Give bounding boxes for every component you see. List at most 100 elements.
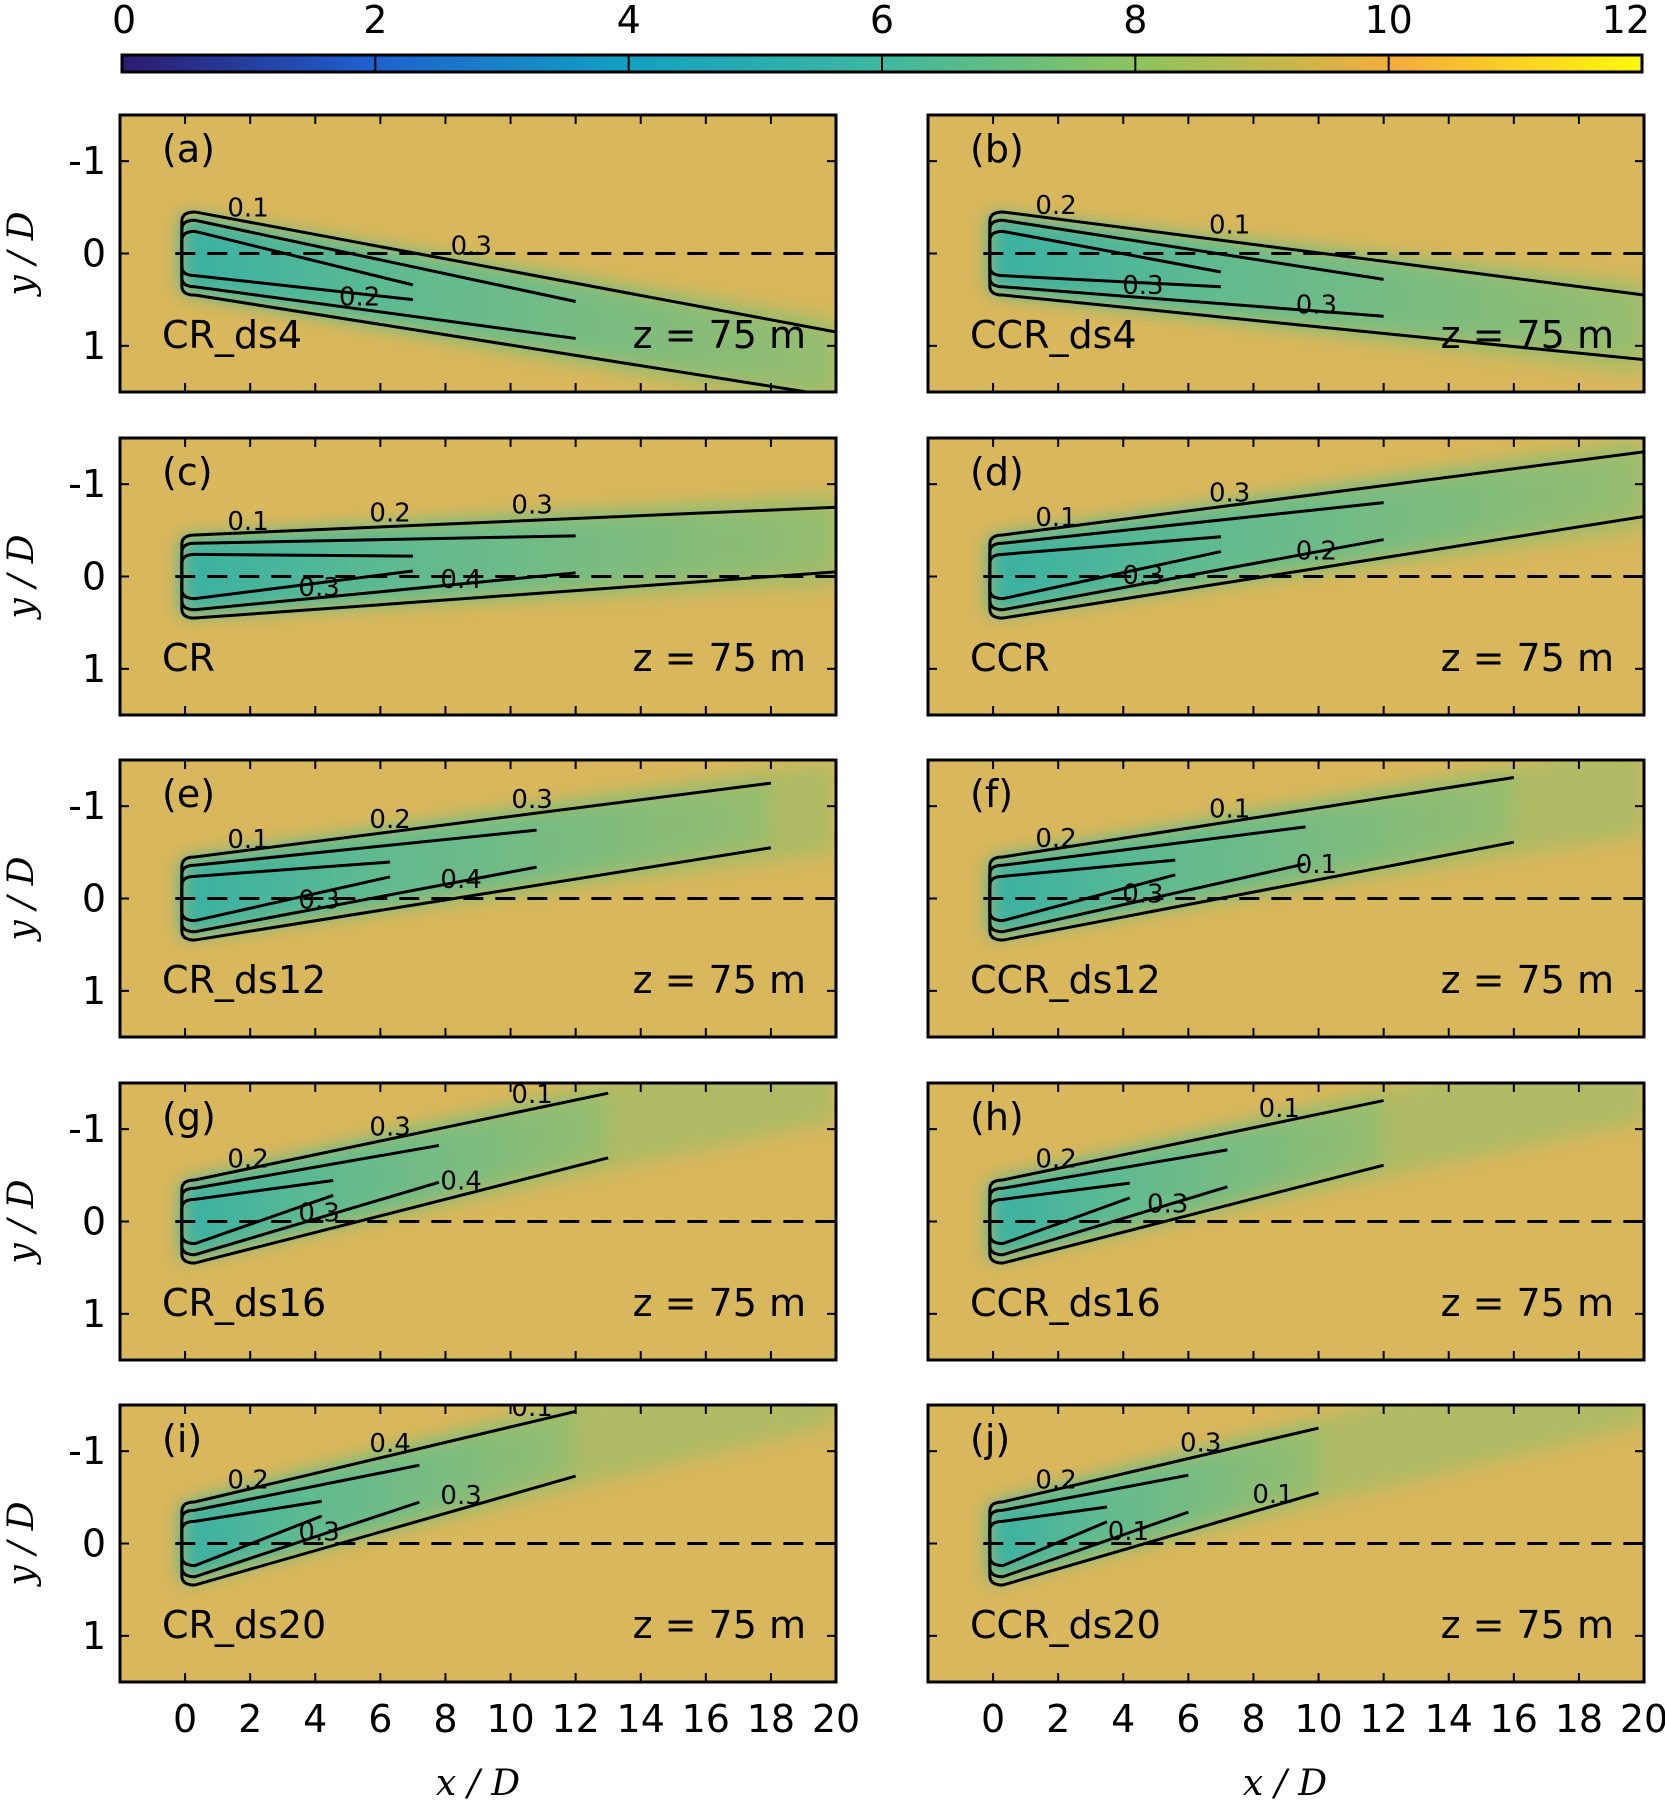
contour-label: 0.1 <box>1209 794 1250 824</box>
case-label: CR_ds4 <box>162 313 302 357</box>
height-label: z = 75 m <box>1441 1281 1614 1325</box>
panel-e: 0.1 0.3 0.2 0.4 0.3 -1 0 1 (e) CR_ds12 z = 75 m <box>68 758 838 1039</box>
near-wake-region <box>181 1408 576 1581</box>
x-tick-label: 2 <box>238 1697 262 1741</box>
contour-label: 0.3 <box>1209 479 1250 509</box>
contour-label: 0.3 <box>298 573 339 603</box>
case-label: CCR_ds4 <box>970 313 1137 357</box>
y-tick-label: 0 <box>82 1200 106 1244</box>
near-wake-region <box>181 1090 609 1259</box>
x-tick-label: 10 <box>486 1697 534 1741</box>
contour-label: 0.3 <box>1122 271 1163 301</box>
y-tick-label: 1 <box>82 1614 106 1658</box>
x-axis-title-right: x / D <box>1243 1763 1327 1803</box>
y-tick-label: 1 <box>82 647 106 691</box>
height-label: z = 75 m <box>633 1281 806 1325</box>
panel-label: (e) <box>162 772 215 816</box>
contour-label: 0.3 <box>1122 561 1163 591</box>
y-axis-title: y / D <box>1 211 42 297</box>
contour-label: 0.2 <box>227 1465 268 1495</box>
y-tick-label: 0 <box>82 877 106 921</box>
x-tick-label: 8 <box>433 1697 457 1741</box>
panel-label: (j) <box>970 1417 1010 1461</box>
colorbar-tick-label: 6 <box>870 0 894 42</box>
contour-label: 0.1 <box>227 193 268 223</box>
x-tick-label: 16 <box>1490 1697 1538 1741</box>
x-tick-label: 12 <box>1359 1697 1407 1741</box>
colorbar: 0 2 4 6 8 10 12 <box>112 0 1650 74</box>
case-label: CR <box>162 636 215 680</box>
contour-label: 0.3 <box>511 491 552 521</box>
x-tick-label: 0 <box>173 1697 197 1741</box>
case-label: CCR_ds20 <box>970 1603 1161 1647</box>
contour-label: 0.4 <box>440 1166 481 1196</box>
panels: 0.10.20.3-101(a)CR_ds4 z = 75 m0.20.30.10… <box>68 113 1665 1741</box>
panel-label: (h) <box>970 1095 1024 1139</box>
x-tick-label: 6 <box>1176 1697 1200 1741</box>
near-wake-region <box>989 774 1514 936</box>
panel-label: (a) <box>162 127 215 171</box>
y-axis-title: y / D <box>1 1501 42 1587</box>
panel-label: (i) <box>162 1417 202 1461</box>
contour-label: 0.1 <box>227 825 268 855</box>
contour-label: 0.3 <box>1180 1428 1221 1458</box>
height-label: z = 75 m <box>633 313 806 357</box>
y-axis-title: y / D <box>1 856 42 942</box>
x-tick-label: 2 <box>1046 1697 1070 1741</box>
panel-c: 0.1 0.3 0.2 0.4 0.3 -1 0 1 (c) CR z = 75 m <box>68 436 838 717</box>
contour-label: 0.2 <box>1035 191 1076 221</box>
colorbar-tick-label: 12 <box>1602 0 1650 42</box>
contour-label: 0.1 <box>227 507 268 537</box>
y-tick-label: -1 <box>68 784 106 828</box>
contour-label: 0.2 <box>339 283 380 313</box>
colorbar-tick-label: 10 <box>1364 0 1412 42</box>
contour-label: 0.1 <box>1259 1094 1300 1124</box>
colorbar-tick-label: 4 <box>617 0 641 42</box>
height-label: z = 75 m <box>1441 1603 1614 1647</box>
contour-label: 0.3 <box>298 1199 339 1229</box>
height-label: z = 75 m <box>633 636 806 680</box>
panel-g: 0.2 0.3 0.3 0.4 0.1 -1 0 1 (g) CR_ds16 z = 75 m <box>68 1080 838 1362</box>
panel-label: (c) <box>162 450 213 494</box>
near-wake-region <box>989 449 1644 614</box>
panel-h: 0.2 0.3 0.1 (h) CCR_ds16 z = 75 m <box>926 1081 1646 1362</box>
contour-label: 0.4 <box>440 865 481 895</box>
case-label: CR_ds20 <box>162 1603 326 1647</box>
case-label: CCR <box>970 636 1049 680</box>
x-tick-label: 20 <box>1620 1697 1665 1741</box>
y-axis-title: y / D <box>1 534 42 620</box>
x-tick-label: 0 <box>981 1697 1005 1741</box>
x-tick-label: 6 <box>368 1697 392 1741</box>
y-tick-label: 0 <box>82 232 106 276</box>
contour-label: 0.3 <box>298 885 339 915</box>
x-tick-label: 20 <box>812 1697 860 1741</box>
near-wake-region <box>181 504 836 614</box>
contour-label: 0.4 <box>369 1429 410 1459</box>
near-wake-region <box>181 216 836 392</box>
colorbar-tick-label: 2 <box>363 0 387 42</box>
x-tick-label: 18 <box>1555 1697 1603 1741</box>
near-wake-region <box>989 1425 1319 1581</box>
x-tick-label: 12 <box>551 1697 599 1741</box>
near-wake-region <box>989 1097 1384 1259</box>
y-tick-label: 0 <box>82 555 106 599</box>
contour-label: 0.2 <box>369 805 410 835</box>
height-label: z = 75 m <box>633 1603 806 1647</box>
y-tick-label: -1 <box>68 139 106 183</box>
contour-label: 0.1 <box>511 1080 552 1110</box>
contour-label: 0.2 <box>1296 536 1337 566</box>
case-label: CR_ds12 <box>162 958 326 1002</box>
contour-label: 0.1 <box>1108 1517 1149 1547</box>
panel-b: 0.2 0.3 0.1 0.3 (b) CCR_ds4 z = 75 m <box>926 113 1646 394</box>
contour-label: 0.1 <box>1035 503 1076 533</box>
panel-a: 0.1 0.2 0.3 -1 0 1 (a) CR_ds4 z = 75 m <box>68 113 838 394</box>
colorbar-tick-label: 8 <box>1123 0 1147 42</box>
y-tick-label: -1 <box>68 462 106 506</box>
height-label: z = 75 m <box>1441 636 1614 680</box>
contour-label: 0.3 <box>1296 291 1337 321</box>
height-label: z = 75 m <box>633 958 806 1002</box>
x-tick-label: 14 <box>617 1697 665 1741</box>
x-tick-label: 4 <box>1111 1697 1135 1741</box>
contour-label: 0.1 <box>511 1393 552 1423</box>
